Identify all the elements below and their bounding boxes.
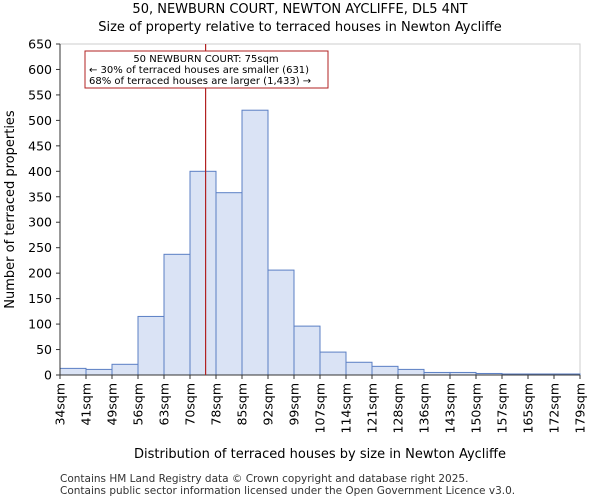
- y-tick-label: 100: [28, 317, 52, 332]
- marker-annotation: 50 NEWBURN COURT: 75sqm ← 30% of terrace…: [84, 50, 329, 89]
- histogram-bar: [137, 315, 165, 376]
- x-tick-label: 78sqm: [209, 383, 224, 426]
- y-tick-label: 150: [28, 291, 52, 306]
- x-tick-label: 136sqm: [417, 383, 432, 433]
- histogram-bar: [293, 325, 321, 376]
- annotation-line-property: 50 NEWBURN COURT: 75sqm: [133, 54, 278, 65]
- x-tick-label: 128sqm: [391, 383, 406, 433]
- x-tick-label: 107sqm: [313, 383, 328, 433]
- y-tick-label: 600: [28, 62, 52, 77]
- histogram-bar: [163, 253, 191, 376]
- x-tick-label: 150sqm: [469, 383, 484, 433]
- x-tick-label: 41sqm: [79, 383, 94, 426]
- x-tick-label: 157sqm: [495, 383, 510, 433]
- x-tick-label: 179sqm: [573, 383, 588, 433]
- x-tick-label: 165sqm: [521, 383, 536, 433]
- histogram-bar: [59, 367, 87, 376]
- y-tick-label: 550: [28, 87, 52, 102]
- x-tick-label: 70sqm: [183, 383, 198, 426]
- x-tick-label: 121sqm: [365, 383, 380, 433]
- x-tick-label: 85sqm: [235, 383, 250, 426]
- y-axis-label: Number of terraced properties: [3, 110, 18, 309]
- histogram-bar: [345, 361, 373, 376]
- x-tick-label: 143sqm: [443, 383, 458, 433]
- histogram-bar: [319, 351, 347, 376]
- x-tick-label: 92sqm: [261, 383, 276, 426]
- y-tick-label: 250: [28, 240, 52, 255]
- x-axis-label: Distribution of terraced houses by size …: [134, 447, 506, 462]
- x-tick-label: 63sqm: [157, 383, 172, 426]
- x-tick-label: 56sqm: [131, 383, 146, 426]
- x-tick-label: 114sqm: [339, 383, 354, 433]
- histogram-bar: [371, 365, 399, 376]
- y-tick-label: 50: [36, 342, 52, 357]
- y-tick-label: 500: [28, 113, 52, 128]
- x-tick-label: 99sqm: [287, 383, 302, 426]
- chart-title: 50, NEWBURN COURT, NEWTON AYCLIFFE, DL5 …: [132, 2, 468, 17]
- annotation-line-larger: 68% of terraced houses are larger (1,433…: [89, 76, 311, 87]
- footer-licence: Contains public sector information licen…: [60, 485, 516, 497]
- histogram-bar: [111, 363, 139, 376]
- y-tick-label: 350: [28, 189, 52, 204]
- x-tick-label: 172sqm: [547, 383, 562, 433]
- x-tick-label: 49sqm: [105, 383, 120, 426]
- histogram-bar: [241, 109, 269, 376]
- y-tick-label: 400: [28, 164, 52, 179]
- y-tick-label: 200: [28, 266, 52, 281]
- histogram-bar: [397, 368, 425, 376]
- annotation-box: [84, 50, 329, 89]
- histogram-bar: [215, 192, 243, 376]
- footer-copyright: Contains HM Land Registry data © Crown c…: [60, 473, 469, 485]
- y-tick-label: 650: [28, 37, 52, 52]
- histogram-bar: [267, 269, 295, 376]
- histogram-bar: [189, 170, 217, 376]
- x-tick-label: 34sqm: [53, 383, 68, 426]
- y-tick-label: 0: [44, 368, 52, 383]
- y-tick-label: 450: [28, 138, 52, 153]
- y-tick-label: 300: [28, 215, 52, 230]
- chart-subtitle: Size of property relative to terraced ho…: [98, 20, 502, 35]
- histogram-bar: [85, 368, 113, 376]
- annotation-line-smaller: ← 30% of terraced houses are smaller (63…: [89, 65, 309, 76]
